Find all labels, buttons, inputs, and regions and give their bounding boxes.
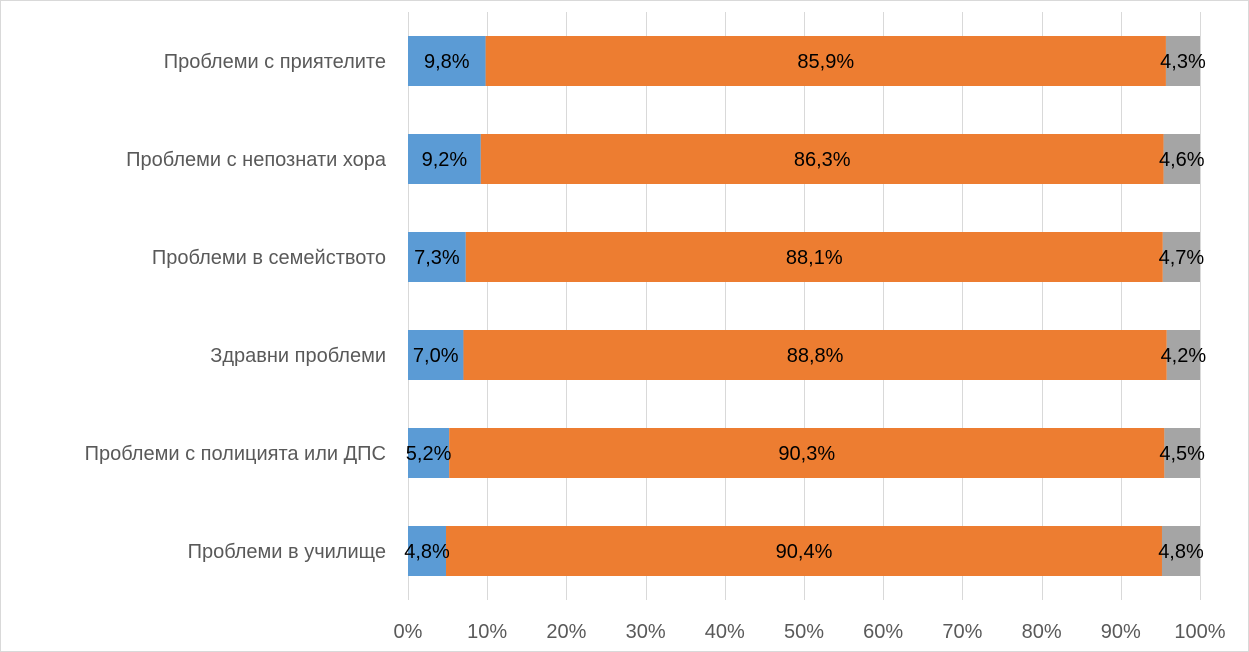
bar-segment <box>1166 330 1200 380</box>
data-label: 85,9% <box>797 51 854 73</box>
bars <box>408 36 1200 576</box>
gridlines <box>408 12 1201 600</box>
data-label: 4,2% <box>1161 345 1207 367</box>
value-axis: 0% 10% 20% 30% 40% 50% 60% 70% 80% 90% 100% <box>394 621 1226 643</box>
data-label: 7,3% <box>414 247 460 269</box>
x-tick-label: 50% <box>784 621 824 643</box>
data-label: 88,1% <box>786 247 843 269</box>
bar-segment <box>1165 36 1200 86</box>
bar-segment <box>449 428 1165 478</box>
data-label: 4,8% <box>404 541 450 563</box>
x-tick-label: 70% <box>942 621 982 643</box>
x-tick-label: 30% <box>626 621 666 643</box>
category-label: Проблеми в училище <box>188 541 386 563</box>
x-tick-label: 60% <box>863 621 903 643</box>
bar-segment <box>1163 134 1200 184</box>
data-label: 88,8% <box>787 345 844 367</box>
bar-segment <box>408 232 466 282</box>
data-label: 4,8% <box>1158 541 1204 563</box>
bar-segment <box>485 36 1166 86</box>
bar-segment <box>465 232 1163 282</box>
data-label: 7,0% <box>413 345 459 367</box>
bar-segment <box>480 134 1164 184</box>
x-tick-label: 10% <box>467 621 507 643</box>
bar-segment <box>408 36 486 86</box>
data-label: 4,5% <box>1159 443 1205 465</box>
category-label: Проблеми с полицията или ДПС <box>85 443 386 465</box>
bar-segment <box>1162 232 1200 282</box>
data-label: 4,7% <box>1159 247 1205 269</box>
category-label: Проблеми с приятелите <box>164 51 386 73</box>
data-label: 9,8% <box>424 51 470 73</box>
data-label: 86,3% <box>794 149 851 171</box>
bar-segment <box>1164 428 1200 478</box>
category-label: Здравни проблеми <box>210 345 386 367</box>
data-labels: 9,8% 85,9% 4,3% 9,2% 86,3% 4,6% 7,3% 88,1% 4,7% 7… <box>404 51 1206 563</box>
x-tick-label: 80% <box>1022 621 1062 643</box>
category-label: Проблеми с непознати хора <box>126 149 387 171</box>
bar-segment <box>408 134 481 184</box>
data-label: 4,3% <box>1160 51 1206 73</box>
category-axis: Проблеми с приятелите Проблеми с непознат… <box>85 51 387 563</box>
data-label: 9,2% <box>422 149 468 171</box>
x-tick-label: 20% <box>546 621 586 643</box>
x-tick-label: 100% <box>1174 621 1225 643</box>
bar-segment <box>408 428 450 478</box>
x-tick-label: 90% <box>1101 621 1141 643</box>
data-label: 5,2% <box>406 443 452 465</box>
category-label: Проблеми в семейството <box>152 247 386 269</box>
bar-segment <box>1161 526 1200 576</box>
bar-segment <box>446 526 1162 576</box>
bar-segment <box>408 526 447 576</box>
x-tick-label: 40% <box>705 621 745 643</box>
x-tick-label: 0% <box>394 621 423 643</box>
data-label: 90,4% <box>776 541 833 563</box>
data-label: 4,6% <box>1159 149 1205 171</box>
data-label: 90,3% <box>778 443 835 465</box>
bar-segment <box>408 330 464 380</box>
bar-segment <box>463 330 1167 380</box>
